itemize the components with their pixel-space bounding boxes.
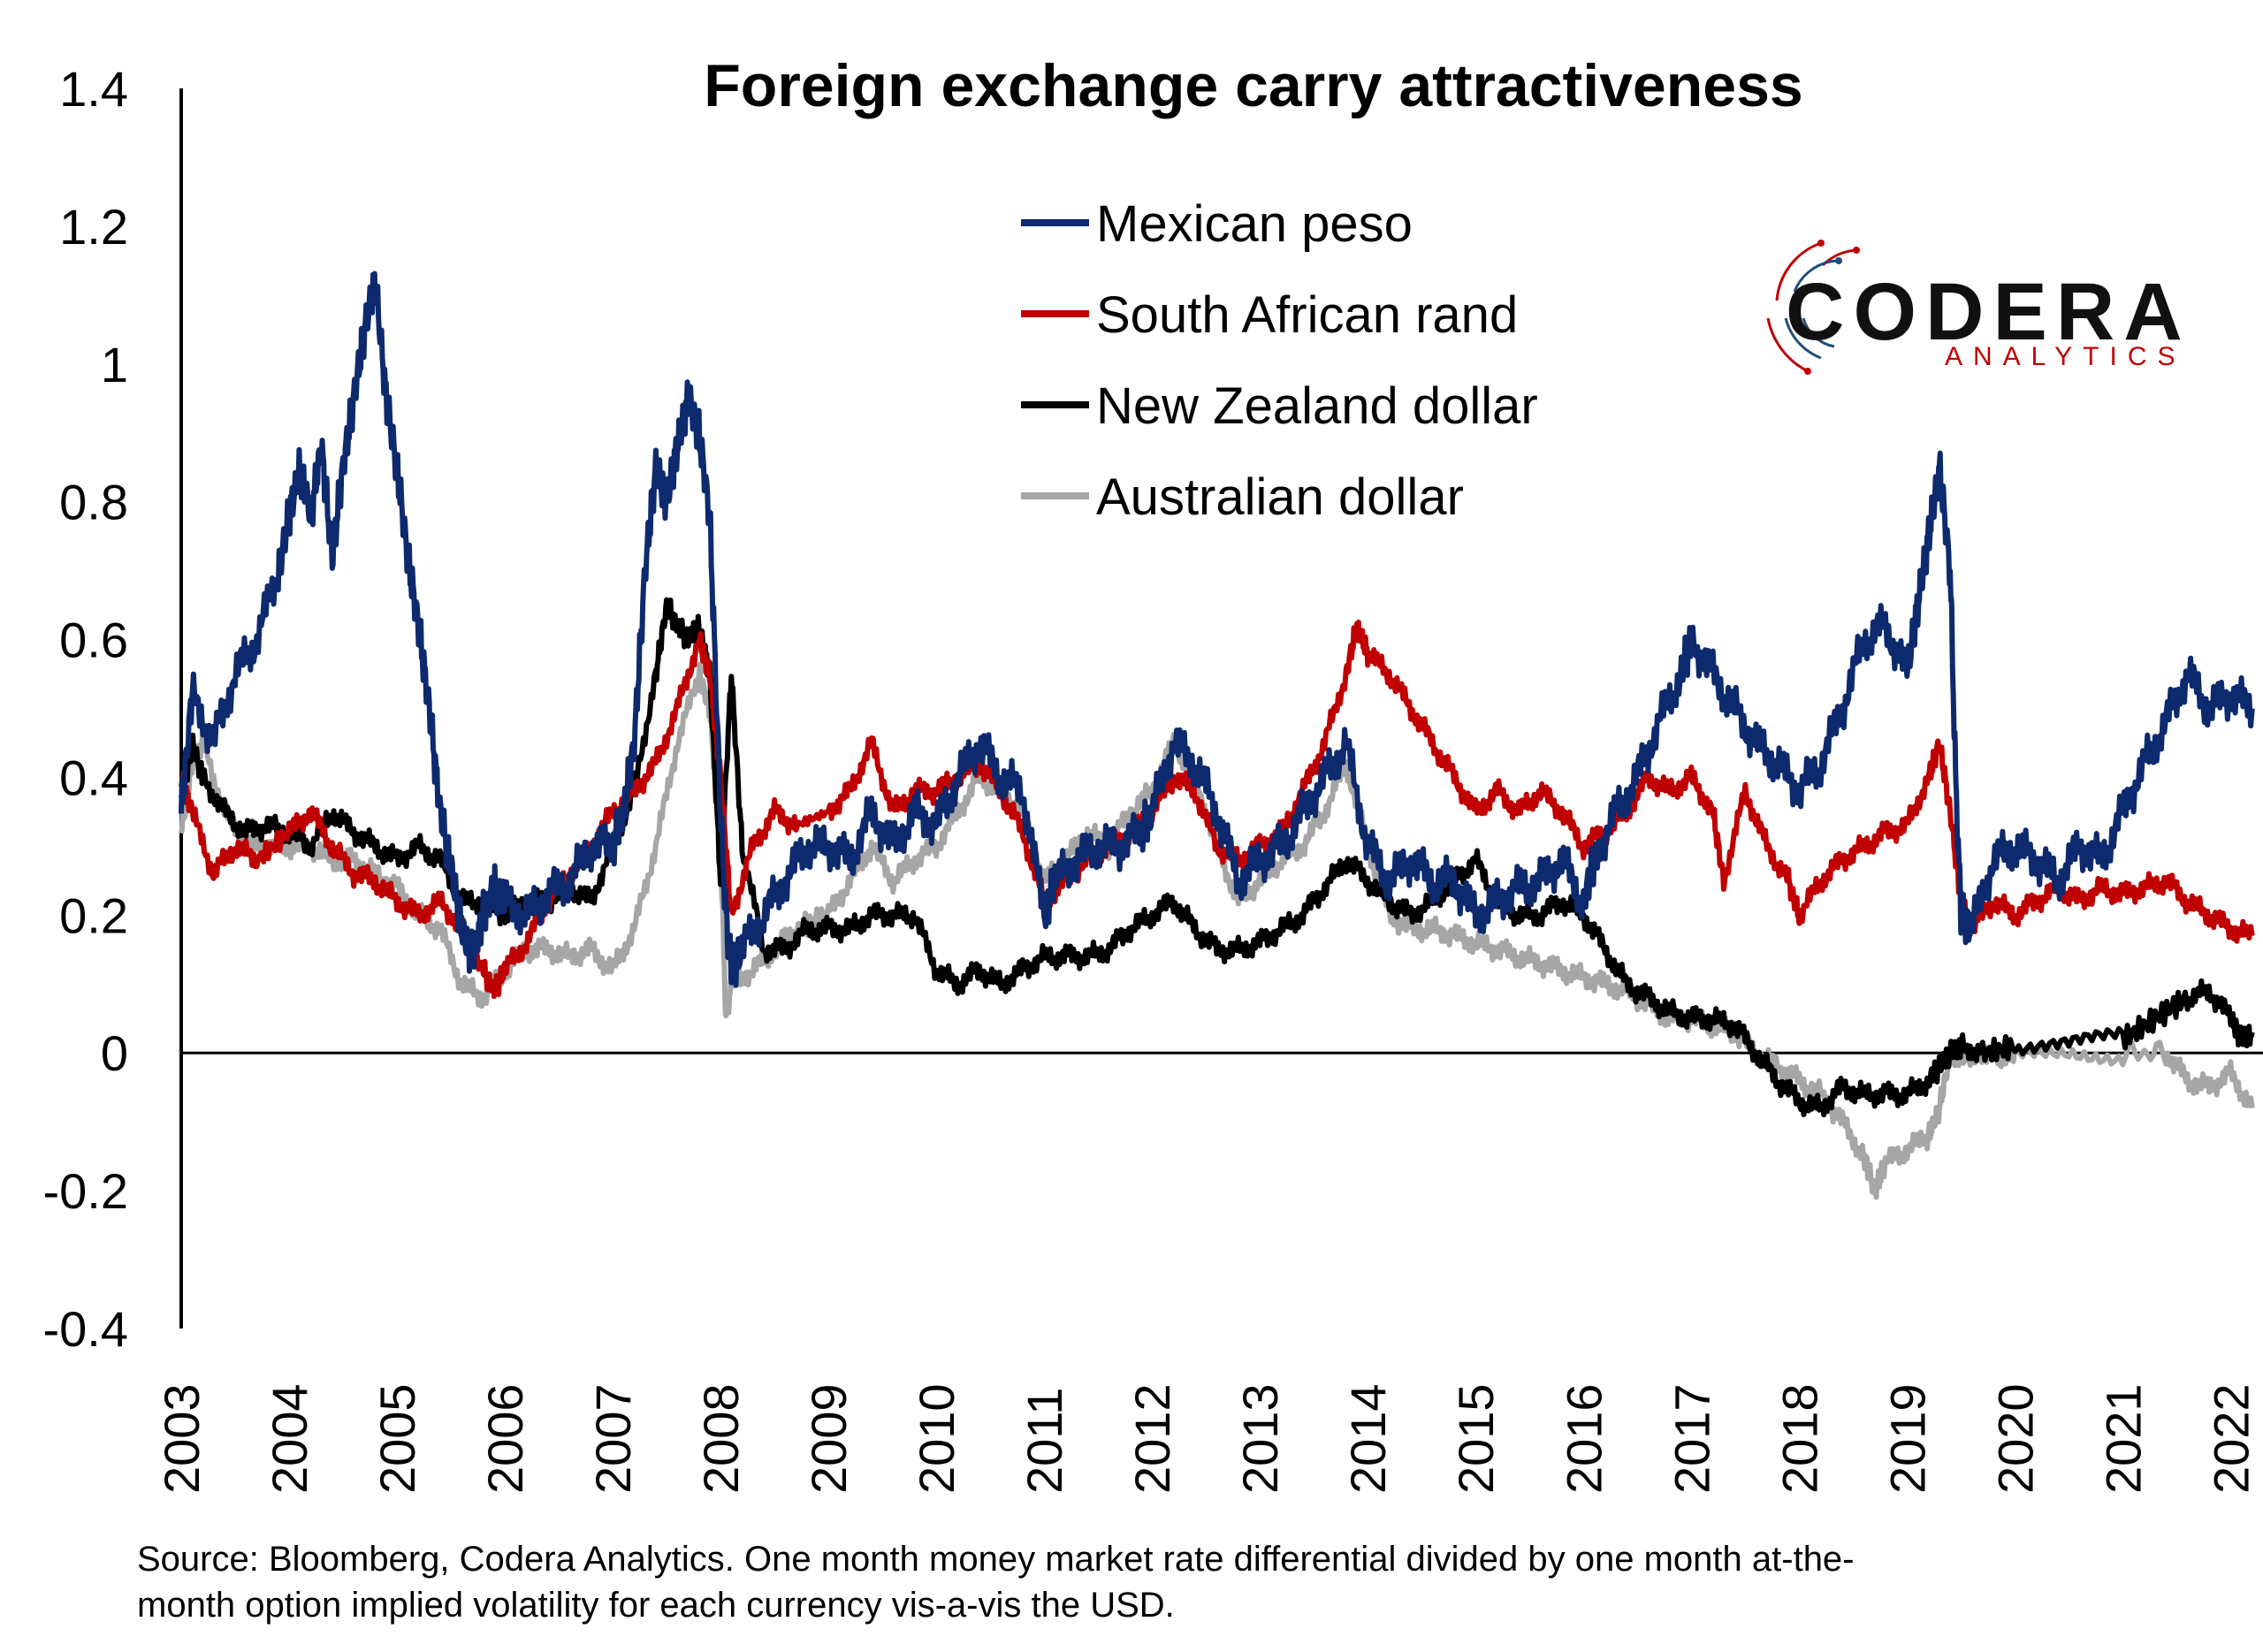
x-tick-label: 2011 xyxy=(1017,1388,1072,1494)
series-line-new-zealand-dollar xyxy=(179,597,2255,1118)
x-tick-label: 2004 xyxy=(262,1383,317,1494)
legend-label-australian-dollar: Australian dollar xyxy=(1096,468,1464,526)
y-tick-label: 1 xyxy=(101,337,128,392)
x-tick-label: 2017 xyxy=(1664,1383,1719,1494)
legend: Mexican peso South African rand New Zeal… xyxy=(1021,195,1538,526)
x-tick-label: 2013 xyxy=(1232,1383,1288,1494)
legend-item-mexican-peso: Mexican peso xyxy=(1021,195,1413,253)
codera-logo: CODERA ANALYTICS xyxy=(1766,240,2191,375)
legend-label-south-african-rand: South African rand xyxy=(1096,286,1518,344)
series-line-australian-dollar xyxy=(179,661,2255,1200)
y-tick-label: 0 xyxy=(101,1025,128,1081)
source-note: Source: Bloomberg, Codera Analytics. One… xyxy=(137,1536,2170,1628)
x-tick-label: 2018 xyxy=(1772,1383,1827,1494)
y-tick-label: 0.4 xyxy=(59,750,128,805)
x-tick-label: 2014 xyxy=(1340,1383,1396,1494)
x-tick-label: 2020 xyxy=(1987,1383,2043,1494)
y-axis-ticks: 1.4 1.2 1 0.8 0.6 0.4 0.2 0 -0.2 -0.4 xyxy=(43,61,129,1357)
x-tick-label: 2008 xyxy=(693,1383,749,1494)
y-tick-label: 0.6 xyxy=(59,613,128,668)
legend-label-new-zealand-dollar: New Zealand dollar xyxy=(1096,377,1538,435)
x-tick-label: 2015 xyxy=(1448,1383,1504,1494)
y-tick-label: -0.2 xyxy=(43,1163,129,1219)
x-tick-label: 2007 xyxy=(585,1383,641,1494)
series-line-mexican-peso xyxy=(179,270,2255,988)
y-tick-label: 1.4 xyxy=(59,61,128,117)
series-layer xyxy=(179,270,2255,1200)
x-tick-label: 2021 xyxy=(2095,1383,2151,1494)
x-tick-label: 2005 xyxy=(370,1383,425,1494)
y-tick-label: -0.4 xyxy=(43,1301,129,1357)
series-line-south-african-rand xyxy=(179,620,2255,1000)
source-line-1: Source: Bloomberg, Codera Analytics. One… xyxy=(137,1540,1855,1579)
logo-circuit-icon xyxy=(1766,240,1860,375)
y-tick-label: 0.2 xyxy=(59,887,128,943)
logo-main-text: CODERA xyxy=(1786,267,2191,357)
x-tick-label: 2012 xyxy=(1124,1383,1180,1494)
source-line-2: month option implied volatility for each… xyxy=(137,1586,1175,1625)
logo-sub-text: ANALYTICS xyxy=(1945,342,2186,371)
x-tick-label: 2009 xyxy=(801,1383,857,1494)
y-tick-label: 0.8 xyxy=(59,475,128,530)
x-tick-label: 2022 xyxy=(2203,1383,2259,1494)
x-tick-label: 2019 xyxy=(1879,1383,1935,1494)
legend-label-mexican-peso: Mexican peso xyxy=(1096,195,1413,253)
legend-item-south-african-rand: South African rand xyxy=(1021,286,1518,344)
legend-item-australian-dollar: Australian dollar xyxy=(1021,468,1464,526)
x-axis-ticks: 2003 2004 2005 2006 2007 2008 2009 2010 2011 2012… xyxy=(154,1383,2259,1494)
x-tick-label: 2003 xyxy=(154,1383,210,1494)
chart-title: Foreign exchange carry attractiveness xyxy=(704,52,1802,119)
x-tick-label: 2006 xyxy=(477,1383,533,1494)
legend-item-new-zealand-dollar: New Zealand dollar xyxy=(1021,377,1538,435)
y-tick-label: 1.2 xyxy=(59,199,128,255)
x-tick-label: 2016 xyxy=(1556,1383,1612,1494)
x-tick-label: 2010 xyxy=(909,1383,964,1494)
